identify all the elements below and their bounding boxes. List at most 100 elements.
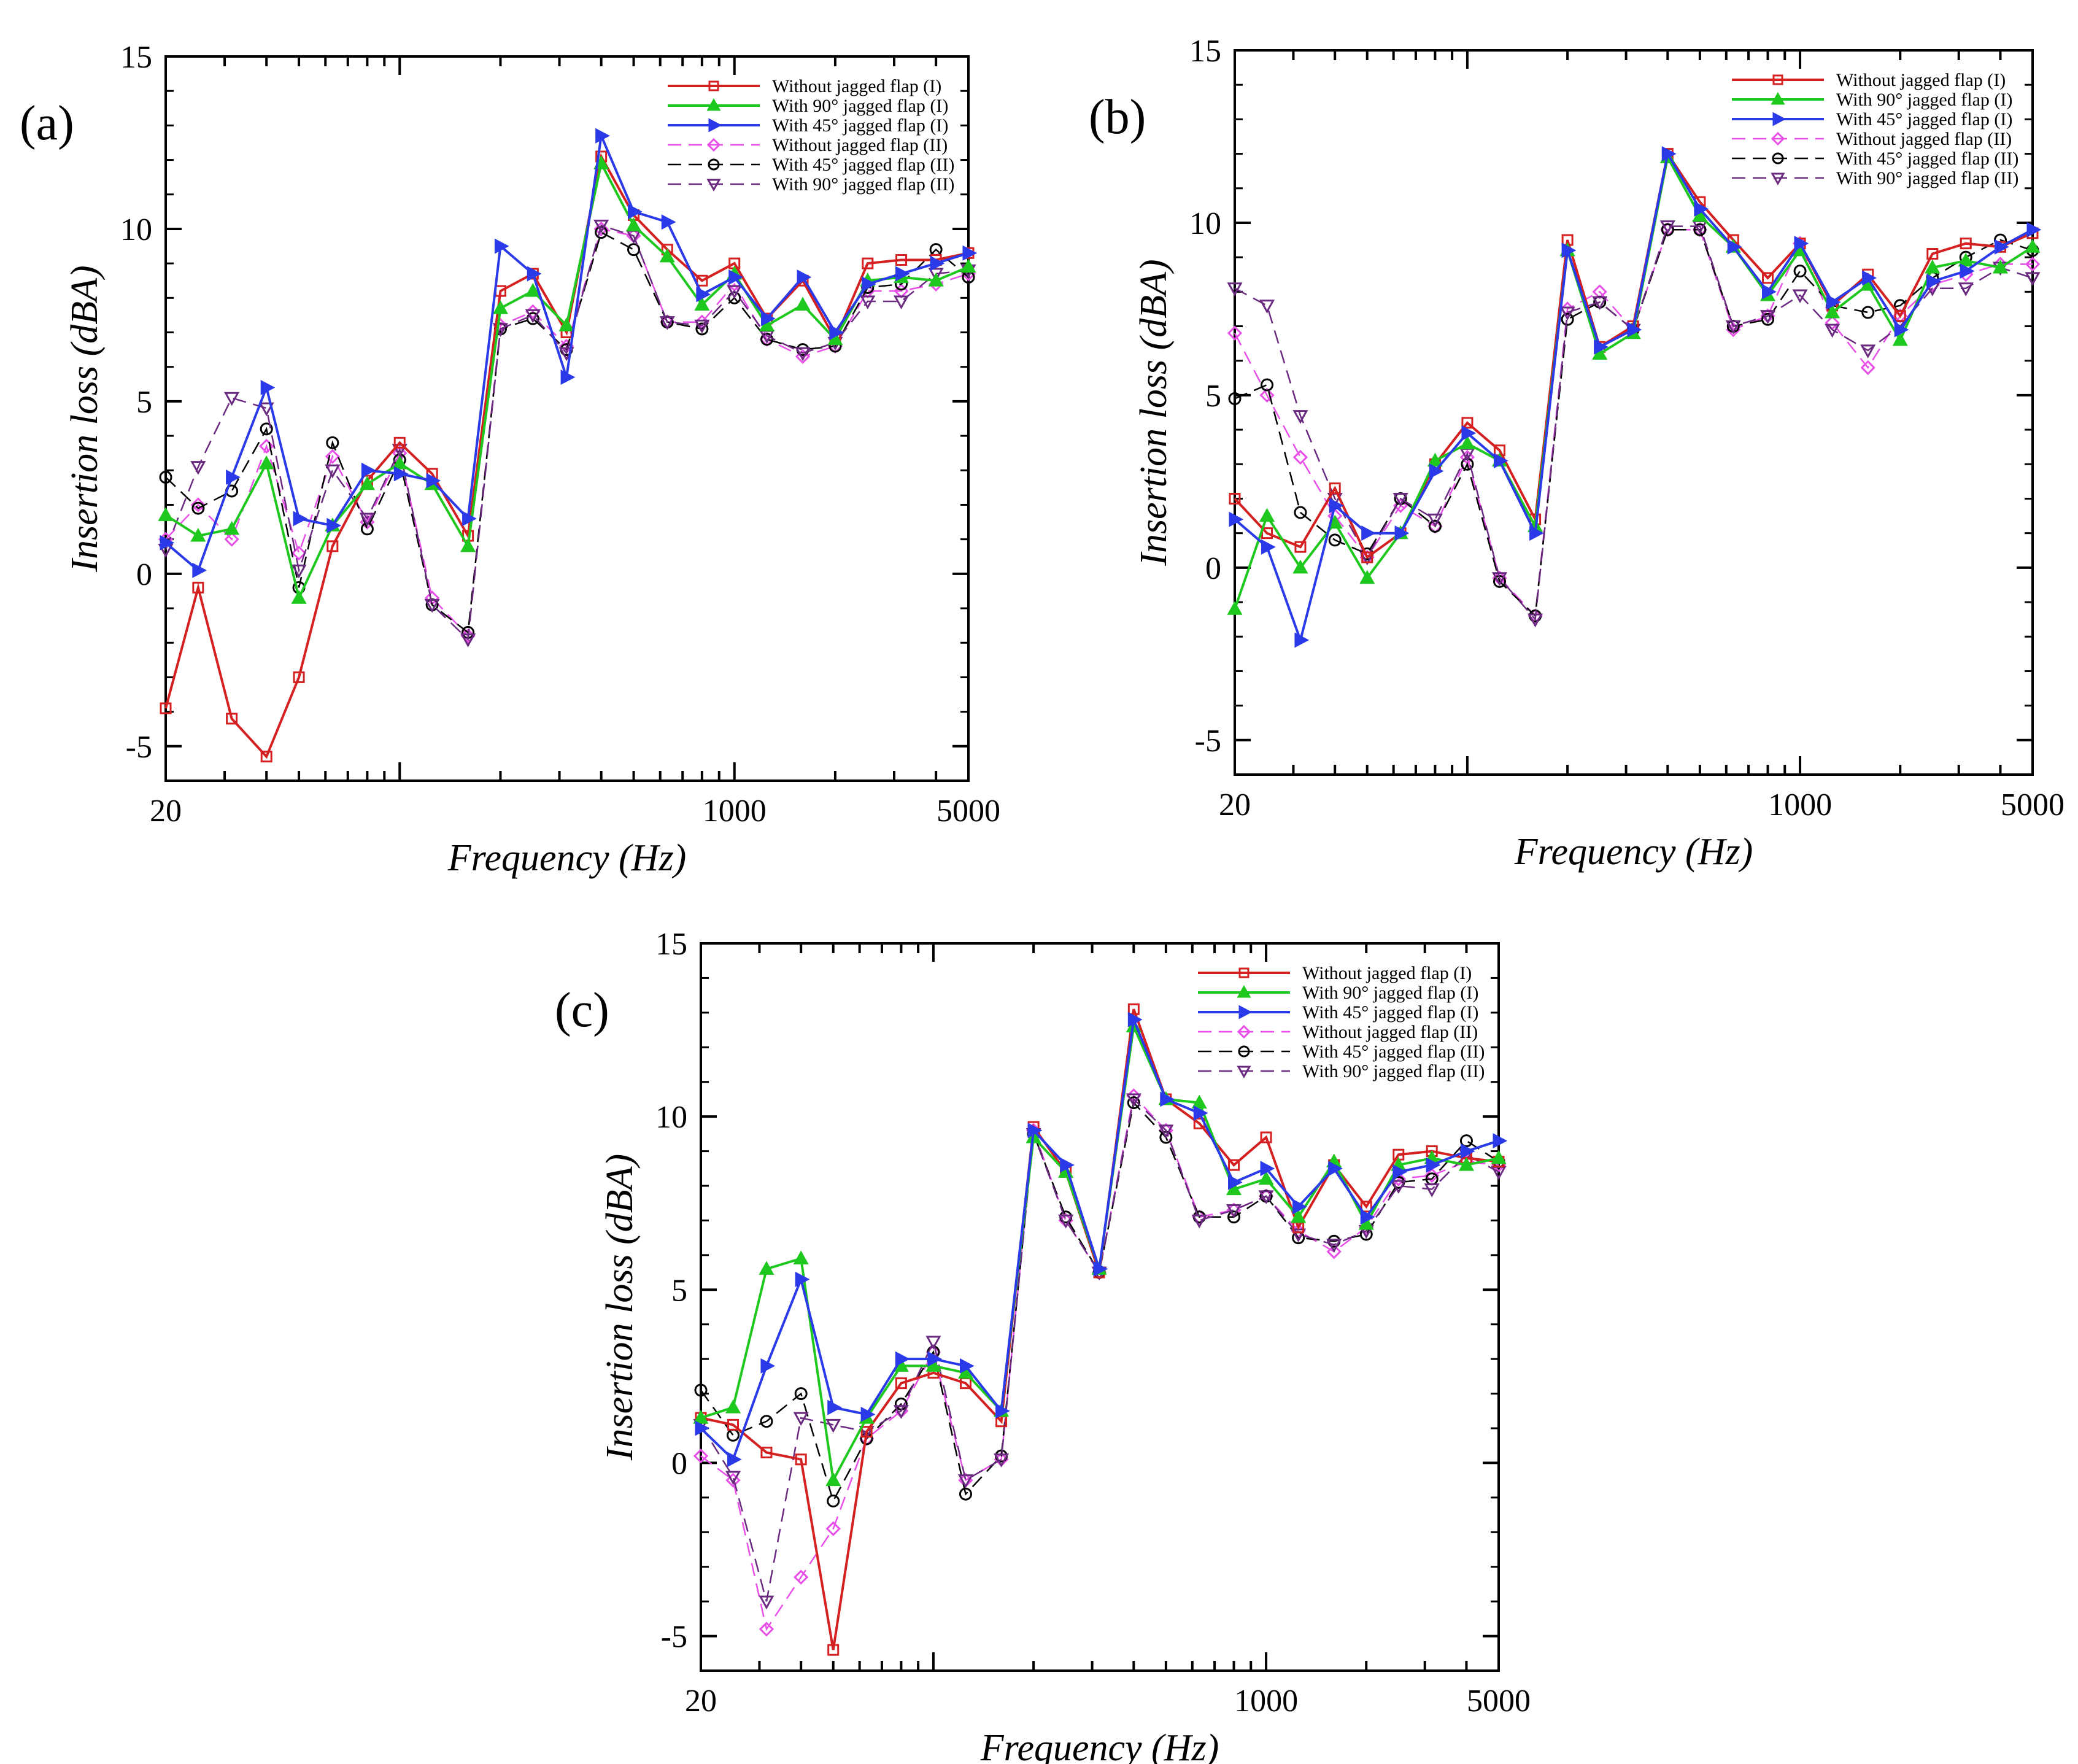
data-point	[1692, 207, 1708, 222]
data-point	[1594, 339, 1609, 355]
data-point	[1261, 539, 1276, 555]
data-point	[1292, 410, 1308, 424]
data-point	[560, 369, 576, 385]
data-point	[293, 511, 308, 527]
y-axis-title: Insertion loss (dBA)	[599, 1154, 641, 1461]
data-point	[260, 751, 272, 763]
series-line	[164, 224, 969, 641]
data-point	[160, 535, 175, 551]
data-point	[895, 1377, 907, 1390]
data-point	[759, 1595, 774, 1610]
data-point	[862, 276, 877, 292]
data-point	[957, 1364, 974, 1379]
data-point	[525, 283, 541, 297]
data-point	[1328, 1161, 1343, 1177]
data-point	[1237, 1024, 1251, 1039]
legend-label: Without jagged flap (II)	[772, 135, 948, 155]
data-point	[1461, 425, 1477, 441]
data-point	[927, 1351, 943, 1367]
data-point	[1291, 1209, 1307, 1223]
data-point	[1491, 1150, 1507, 1164]
data-point	[1860, 344, 1876, 358]
data-point	[392, 455, 407, 470]
data-point	[860, 1406, 876, 1422]
data-point	[462, 511, 477, 527]
y-axis-title: Insertion loss (dBA)	[64, 265, 106, 572]
data-point	[1958, 252, 1974, 267]
data-point	[860, 1426, 873, 1438]
data-point	[1960, 263, 1975, 279]
data-point	[192, 562, 207, 578]
legend-label: With 90° jagged flap (I)	[1302, 983, 1478, 1003]
data-point	[1360, 1209, 1375, 1225]
data-point	[695, 1420, 710, 1436]
data-point	[659, 316, 675, 330]
data-point	[708, 118, 722, 133]
data-point	[1228, 392, 1242, 406]
data-point	[795, 347, 811, 362]
data-point	[326, 517, 342, 533]
data-point	[1693, 223, 1707, 236]
data-point	[825, 1472, 841, 1487]
data-point	[2025, 272, 2041, 286]
legend-label: With 45° jagged flap (I)	[772, 115, 948, 136]
data-point	[1358, 1215, 1374, 1230]
legend-label: Without jagged flap (I)	[772, 76, 941, 96]
data-point	[293, 671, 305, 683]
chart-panel-b: -5 0 5 10 15 20 1000 5000 Frequency (Hz) Insertio…	[1089, 34, 2064, 873]
data-point	[1292, 1199, 1307, 1215]
data-point	[1361, 525, 1376, 541]
data-point	[1427, 513, 1443, 528]
data-point	[1158, 1124, 1174, 1139]
y-axis-title: Insertion loss (dBA)	[1133, 259, 1175, 566]
data-point	[192, 581, 204, 594]
data-point	[595, 128, 610, 144]
data-point	[625, 217, 642, 231]
data-point	[359, 513, 375, 527]
data-point	[1294, 632, 1310, 648]
legend-label: With 90° jagged flap (II)	[1302, 1061, 1485, 1081]
data-point	[1460, 1143, 1475, 1159]
data-point	[1229, 492, 1241, 505]
data-point	[325, 449, 340, 464]
data-point	[1392, 1164, 1408, 1180]
data-point	[1994, 239, 2009, 255]
data-point	[1826, 294, 1841, 310]
data-point	[1461, 417, 1474, 429]
data-point	[706, 179, 721, 192]
data-point	[1559, 306, 1575, 321]
data-point	[1127, 1096, 1140, 1110]
data-point	[895, 266, 910, 282]
data-point	[1771, 131, 1785, 146]
data-point	[1259, 508, 1275, 522]
data-point	[1926, 248, 1939, 260]
y-tick-label: -5	[1195, 724, 1221, 759]
legend-label: Without jagged flap (II)	[1302, 1022, 1478, 1042]
data-point	[1772, 152, 1784, 164]
data-point	[1191, 1214, 1207, 1229]
data-point	[994, 1453, 1010, 1468]
series-line	[700, 1097, 1499, 1602]
data-point	[825, 1418, 841, 1433]
data-point	[708, 80, 719, 91]
x-tick-label: 1000	[1768, 787, 1832, 822]
data-point	[959, 1487, 972, 1501]
x-tick-label: 20	[1219, 787, 1251, 822]
data-point	[1759, 310, 1776, 324]
plot-frame	[1234, 49, 2034, 776]
y-tick-label: 10	[120, 212, 152, 247]
data-point	[593, 219, 609, 234]
data-point	[1391, 1180, 1407, 1194]
data-point	[2025, 239, 2041, 253]
data-point	[1459, 1134, 1473, 1148]
y-tick-label: 5	[1205, 379, 1221, 414]
data-point	[190, 461, 206, 475]
data-point	[1058, 1214, 1074, 1229]
data-point	[1427, 452, 1443, 467]
data-point	[893, 295, 910, 310]
data-point	[1260, 1131, 1272, 1143]
data-point	[226, 470, 241, 485]
legend: Without jagged flap (I)With 90° jagged f…	[1732, 70, 2018, 188]
x-tick-label: 5000	[2001, 787, 2064, 822]
data-point	[825, 1521, 841, 1536]
